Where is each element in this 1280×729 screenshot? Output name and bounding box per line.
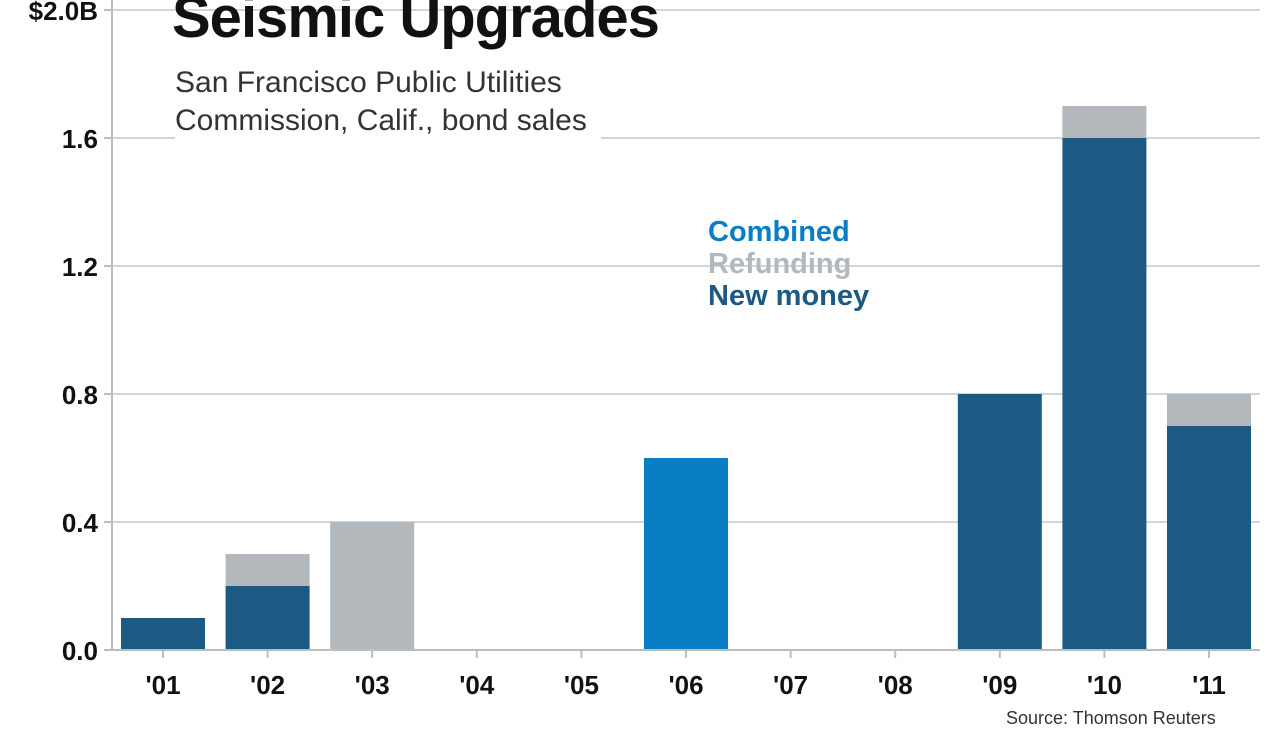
y-tick-label: 1.2 — [62, 252, 98, 282]
y-tick-label: $2.0B — [29, 0, 98, 26]
x-tick-label: '03 — [355, 670, 390, 700]
x-tick-label: '04 — [459, 670, 495, 700]
bar-combined — [644, 458, 728, 650]
bar-new-money — [121, 618, 205, 650]
legend-item-new-money: New money — [708, 280, 870, 312]
y-tick-label: 0.4 — [62, 508, 99, 538]
chart-legend: Combined Refunding New money — [708, 216, 869, 312]
x-tick-label: '02 — [250, 670, 285, 700]
x-tick-label: '08 — [878, 670, 913, 700]
axes — [104, 0, 1260, 658]
bar-refunding — [330, 522, 415, 650]
subtitle-line-2: Commission, Calif., bond sales — [175, 104, 587, 137]
x-tick-label: '10 — [1087, 670, 1122, 700]
x-tick-labels: '01 '02 '03 '04 '05 '06 '07 '08 '09 '10 '11 — [145, 670, 1225, 700]
bar-new-money — [1062, 138, 1147, 650]
x-tick-label: '01 — [145, 670, 180, 700]
bar-refunding — [225, 554, 310, 586]
subtitle-line-1: San Francisco Public Utilities — [175, 66, 562, 99]
chart-title: Seismic Upgrades — [172, 0, 660, 50]
bar-new-money — [957, 394, 1042, 650]
bar-new-money — [225, 586, 310, 650]
x-tick-label: '11 — [1192, 670, 1226, 700]
y-tick-label: 1.6 — [62, 124, 98, 154]
x-tick-label: '07 — [773, 670, 808, 700]
bar-new-money — [1167, 426, 1251, 650]
bars — [121, 106, 1251, 650]
chart-subtitle: San Francisco Public Utilities Commissio… — [175, 64, 601, 140]
legend-item-refunding: Refunding — [708, 248, 852, 280]
bar-refunding — [1062, 106, 1147, 138]
y-tick-label: 0.0 — [62, 636, 98, 666]
legend-item-combined: Combined — [708, 216, 850, 248]
source-note: Source: Thomson Reuters — [1006, 708, 1216, 728]
y-tick-label: 0.8 — [62, 380, 98, 410]
x-tick-label: '09 — [982, 670, 1017, 700]
x-tick-label: '05 — [564, 670, 599, 700]
y-tick-labels: 0.0 0.4 0.8 1.2 1.6 $2.0B — [29, 0, 99, 666]
bar-refunding — [1167, 394, 1251, 426]
x-tick-label: '06 — [668, 670, 703, 700]
